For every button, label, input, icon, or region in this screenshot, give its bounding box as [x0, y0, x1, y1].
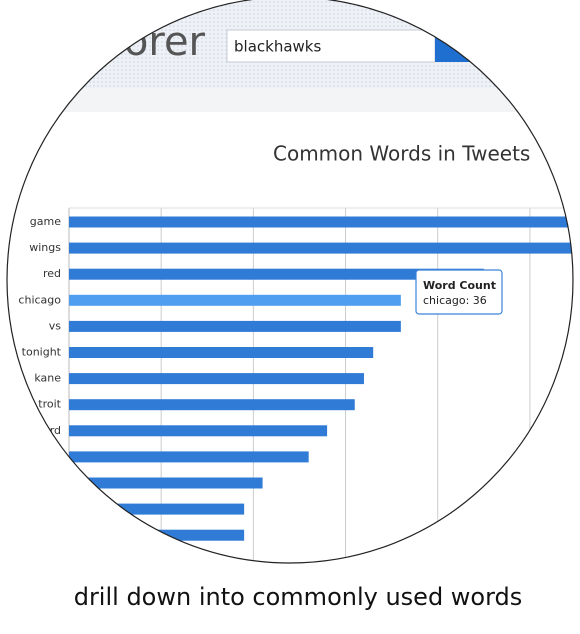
caption: drill down into commonly used words: [74, 583, 523, 611]
bar: [69, 451, 309, 463]
bar: [69, 399, 355, 411]
y-tick-label: kane: [34, 372, 61, 385]
bar: [69, 268, 484, 280]
y-tick-label: wings: [29, 241, 61, 254]
y-tick-label: game: [30, 215, 61, 228]
bar: [69, 373, 364, 385]
bar: [69, 425, 328, 437]
search-box[interactable]: [226, 29, 436, 63]
bar: [69, 216, 573, 228]
tooltip-text: chicago: 36: [423, 294, 487, 307]
y-tick-label: troit: [38, 398, 61, 411]
y-tick-label: red: [43, 267, 61, 280]
lens-border: [6, 0, 574, 564]
magnified-view: orer blackhawks Common Words in Tweets g…: [7, 0, 580, 563]
y-tick-label: tonight: [22, 346, 62, 359]
chart-title: Common Words in Tweets: [273, 142, 530, 166]
y-tick-label: vs: [49, 319, 62, 332]
bar: [69, 320, 401, 332]
tooltip-title: Word Count: [423, 279, 496, 292]
bar: [69, 347, 374, 358]
tooltip: Word Count chicago: 36: [415, 269, 503, 315]
y-tick-label: chicago: [18, 293, 61, 306]
bar: [69, 242, 573, 254]
bar: [69, 294, 401, 306]
search-text: blackhawks: [234, 38, 321, 56]
search-button[interactable]: [435, 30, 580, 62]
bar: [69, 529, 245, 541]
tooltip-box: [415, 269, 503, 315]
header-shadow: [7, 88, 573, 112]
y-tick-label: rd: [50, 424, 61, 437]
bar: [69, 503, 245, 515]
bar: [69, 477, 263, 489]
